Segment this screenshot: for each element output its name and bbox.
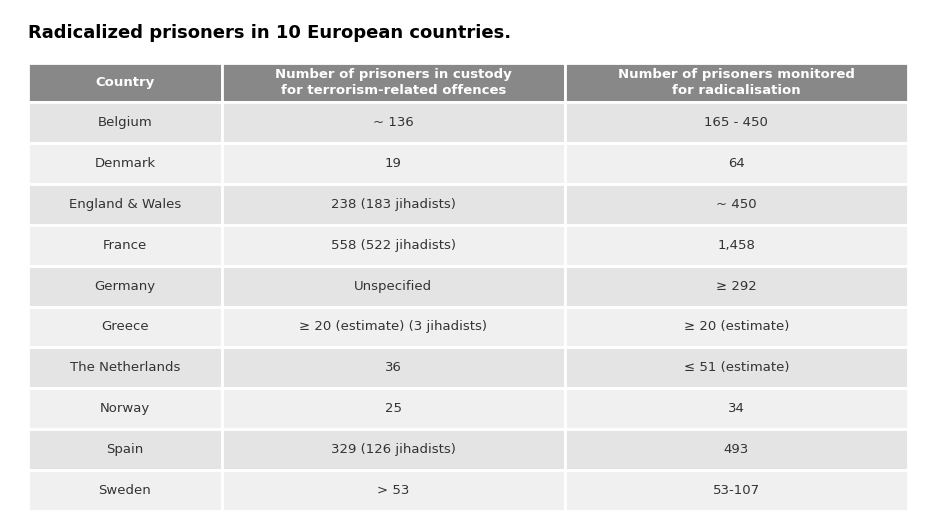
FancyBboxPatch shape: [564, 307, 908, 347]
FancyBboxPatch shape: [564, 388, 908, 430]
Text: > 53: > 53: [377, 484, 409, 497]
Text: 19: 19: [385, 157, 402, 170]
FancyBboxPatch shape: [564, 470, 908, 511]
Text: 1,458: 1,458: [717, 239, 755, 251]
FancyBboxPatch shape: [28, 470, 222, 511]
FancyBboxPatch shape: [222, 347, 564, 388]
Text: ≥ 20 (estimate): ≥ 20 (estimate): [683, 320, 789, 334]
FancyBboxPatch shape: [28, 102, 222, 143]
Text: 25: 25: [385, 402, 402, 415]
FancyBboxPatch shape: [222, 307, 564, 347]
Text: Unspecified: Unspecified: [354, 279, 432, 292]
FancyBboxPatch shape: [564, 225, 908, 266]
Text: ~ 136: ~ 136: [373, 116, 414, 129]
FancyBboxPatch shape: [222, 430, 564, 470]
Text: The Netherlands: The Netherlands: [69, 362, 180, 374]
Text: 34: 34: [728, 402, 745, 415]
Text: ≥ 292: ≥ 292: [716, 279, 756, 292]
FancyBboxPatch shape: [222, 470, 564, 511]
FancyBboxPatch shape: [28, 388, 222, 430]
Text: Germany: Germany: [95, 279, 155, 292]
FancyBboxPatch shape: [222, 143, 564, 184]
Text: ≤ 51 (estimate): ≤ 51 (estimate): [683, 362, 789, 374]
FancyBboxPatch shape: [222, 225, 564, 266]
Text: 329 (126 jihadists): 329 (126 jihadists): [330, 443, 456, 456]
Text: 64: 64: [728, 157, 745, 170]
FancyBboxPatch shape: [28, 143, 222, 184]
FancyBboxPatch shape: [28, 266, 222, 307]
FancyBboxPatch shape: [222, 266, 564, 307]
FancyBboxPatch shape: [564, 430, 908, 470]
Text: France: France: [103, 239, 147, 251]
FancyBboxPatch shape: [222, 102, 564, 143]
Text: 493: 493: [724, 443, 749, 456]
FancyBboxPatch shape: [564, 266, 908, 307]
Text: 558 (522 jihadists): 558 (522 jihadists): [330, 239, 456, 251]
FancyBboxPatch shape: [28, 307, 222, 347]
FancyBboxPatch shape: [564, 63, 908, 102]
FancyBboxPatch shape: [564, 143, 908, 184]
Text: Denmark: Denmark: [95, 157, 155, 170]
Text: 36: 36: [385, 362, 402, 374]
FancyBboxPatch shape: [28, 63, 222, 102]
FancyBboxPatch shape: [222, 63, 564, 102]
FancyBboxPatch shape: [28, 184, 222, 225]
Text: Belgium: Belgium: [97, 116, 153, 129]
Text: Number of prisoners monitored
for radicalisation: Number of prisoners monitored for radica…: [618, 68, 855, 97]
Text: ~ 450: ~ 450: [716, 198, 756, 211]
Text: England & Wales: England & Wales: [68, 198, 181, 211]
FancyBboxPatch shape: [222, 184, 564, 225]
Text: Norway: Norway: [100, 402, 150, 415]
FancyBboxPatch shape: [28, 430, 222, 470]
FancyBboxPatch shape: [564, 184, 908, 225]
Text: 165 - 450: 165 - 450: [705, 116, 768, 129]
Text: Number of prisoners in custody
for terrorism-related offences: Number of prisoners in custody for terro…: [275, 68, 512, 97]
Text: Sweden: Sweden: [98, 484, 152, 497]
FancyBboxPatch shape: [222, 388, 564, 430]
Text: 238 (183 jihadists): 238 (183 jihadists): [330, 198, 456, 211]
Text: Spain: Spain: [107, 443, 143, 456]
Text: Country: Country: [95, 76, 154, 89]
FancyBboxPatch shape: [564, 347, 908, 388]
FancyBboxPatch shape: [28, 347, 222, 388]
Text: 53-107: 53-107: [713, 484, 760, 497]
FancyBboxPatch shape: [28, 225, 222, 266]
Text: Radicalized prisoners in 10 European countries.: Radicalized prisoners in 10 European cou…: [28, 24, 511, 42]
Text: ≥ 20 (estimate) (3 jihadists): ≥ 20 (estimate) (3 jihadists): [300, 320, 488, 334]
Text: Greece: Greece: [101, 320, 149, 334]
FancyBboxPatch shape: [564, 102, 908, 143]
